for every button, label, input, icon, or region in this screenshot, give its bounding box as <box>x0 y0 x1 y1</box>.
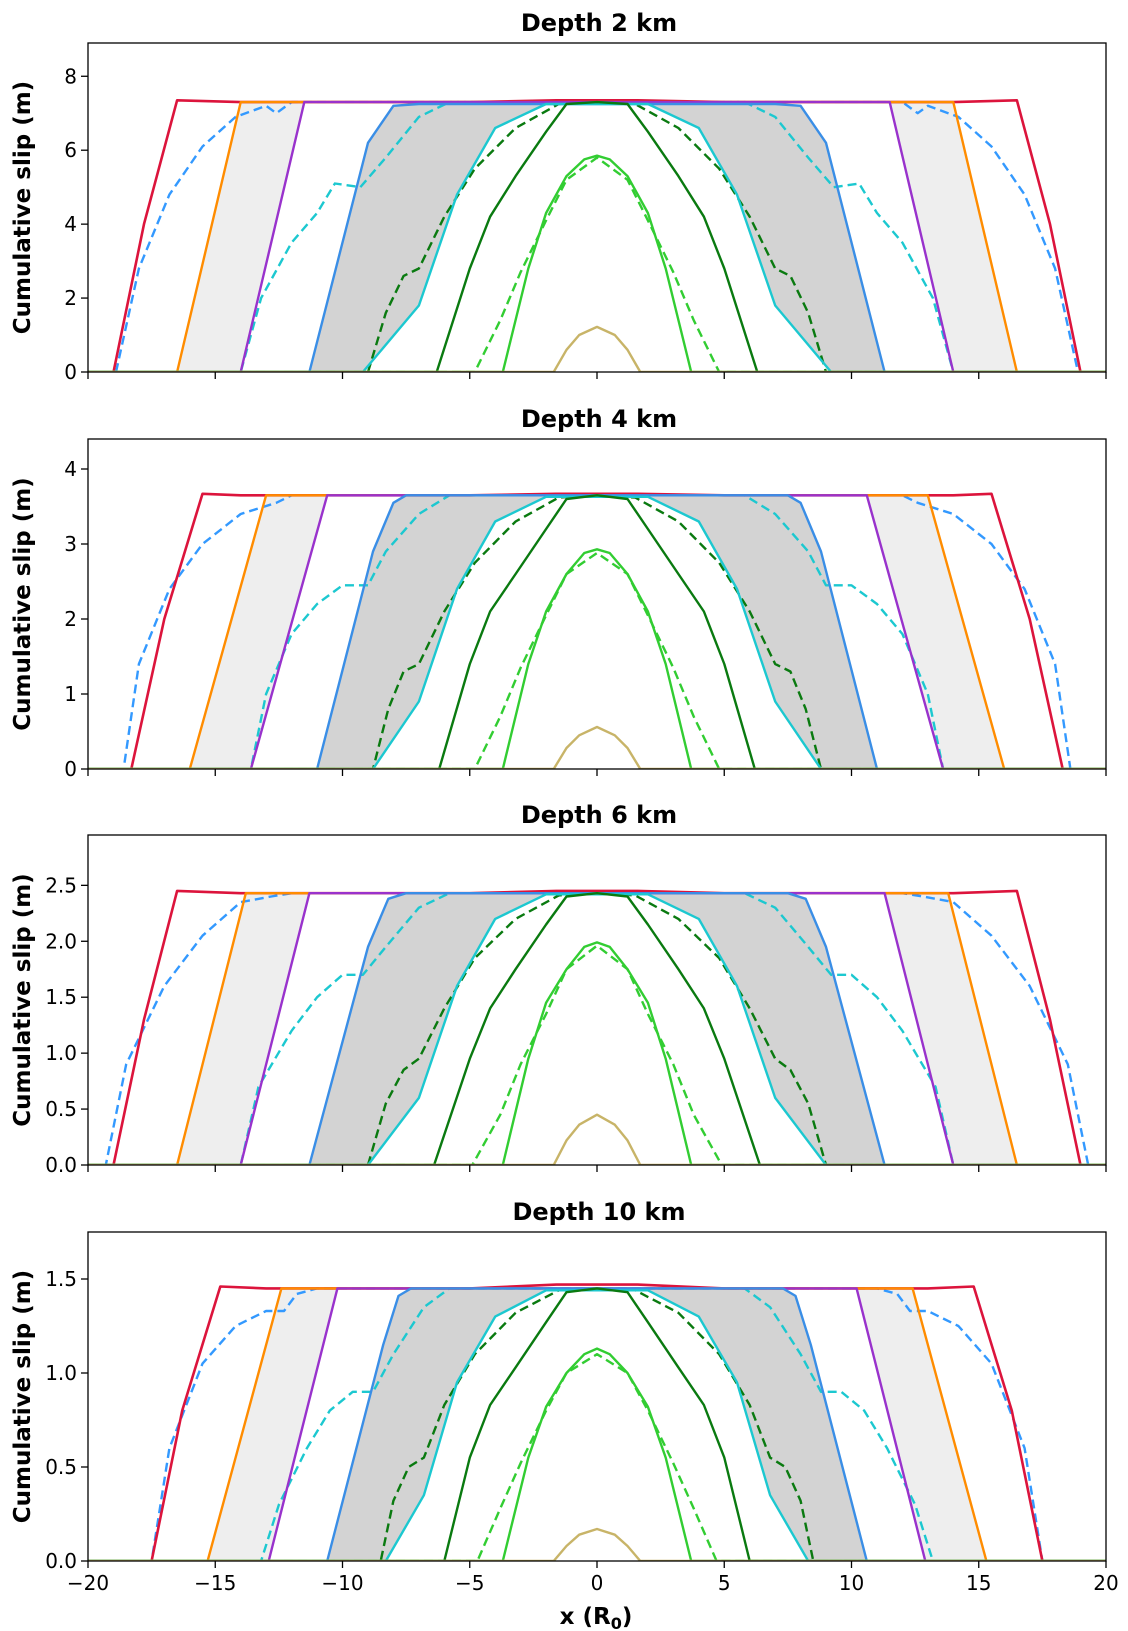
x-tick-label: −10 <box>321 1571 363 1595</box>
x-tick-label: −15 <box>194 1571 236 1595</box>
y-tick-label: 2.0 <box>45 929 77 953</box>
y-tick-label: 8 <box>64 64 77 88</box>
series-line-green-dashed <box>88 1353 1106 1561</box>
y-tick-label: 4 <box>64 457 77 481</box>
x-tick-label: 20 <box>1093 1571 1118 1595</box>
plot-area <box>88 1283 1106 1561</box>
series-line-cyan-solid <box>88 102 1106 372</box>
series-line-cyan-dashed <box>88 1287 1106 1561</box>
y-tick-label: 2 <box>64 286 77 310</box>
series-line-red-solid <box>88 492 1106 769</box>
fill-region-1 <box>88 893 1106 1165</box>
plot-area <box>88 99 1106 372</box>
series-line-green-solid <box>88 548 1106 769</box>
x-tick-label: 5 <box>718 1571 731 1595</box>
fill-region-1 <box>88 102 1106 372</box>
series-line-green-solid <box>88 941 1106 1165</box>
series-line-red-solid <box>88 1283 1106 1561</box>
series-line-green-solid <box>88 154 1106 372</box>
panel-title: Depth 4 km <box>521 405 677 433</box>
series-line-cyan-solid <box>88 1289 1106 1561</box>
x-axis-label-close: ) <box>622 1604 633 1630</box>
y-axis-label: Cumulative slip (m) <box>10 477 36 730</box>
panel-3: 0.0 0.5 1.0 1.5 2.0 2.5 Depth 6 km Cumulative s… <box>10 801 1107 1177</box>
x-tick-label: −5 <box>455 1571 484 1595</box>
y-tick-label: 3 <box>64 532 77 556</box>
panels-layer: 0 2 4 6 8 Depth 2 km Cumulative slip (m) 0 1 2 3 4 D… <box>10 9 1119 1595</box>
y-tick-label: 1.0 <box>45 1361 77 1385</box>
y-tick-label: 4 <box>64 212 77 236</box>
plot-area <box>88 889 1106 1165</box>
series-line-cyan-solid <box>88 495 1106 769</box>
panel-title: Depth 6 km <box>521 801 677 829</box>
x-tick-label: 15 <box>966 1571 991 1595</box>
y-tick-label: 0.5 <box>45 1455 77 1479</box>
panel-2: 0 1 2 3 4 Depth 4 km Cumulative slip (m) <box>10 405 1107 781</box>
panel-4: −20 −15 −10 −5 0 5 10 15 20 0.0 0.5 1.0 1.5 Depth 10 … <box>10 1198 1119 1595</box>
panel-title: Depth 10 km <box>512 1198 685 1226</box>
series-line-dark_green-solid <box>88 892 1106 1165</box>
y-tick-label: 2 <box>64 607 77 631</box>
series-line-tan-solid <box>88 1113 1106 1165</box>
series-line-tan-solid <box>88 325 1106 372</box>
x-tick-label: 0 <box>591 1571 604 1595</box>
series-line-green-dashed <box>88 944 1106 1165</box>
y-tick-label: 0.0 <box>45 1153 77 1177</box>
series-line-green-dashed <box>88 551 1106 769</box>
y-tick-label: 0 <box>64 360 77 384</box>
y-tick-label: 2.5 <box>45 873 77 897</box>
x-axis-label: x (R0) <box>560 1604 633 1631</box>
y-axis-label: Cumulative slip (m) <box>10 1270 36 1523</box>
y-tick-label: 1.0 <box>45 1041 77 1065</box>
panel-1: 0 2 4 6 8 Depth 2 km Cumulative slip (m) <box>10 9 1107 384</box>
y-tick-label: 1 <box>64 682 77 706</box>
series-line-red-solid <box>88 99 1106 372</box>
x-axis-label-subscript: 0 <box>611 1614 622 1631</box>
y-tick-label: 6 <box>64 138 77 162</box>
fill-region-2 <box>88 893 1106 1165</box>
x-tick-label: 10 <box>839 1571 864 1595</box>
panel-title: Depth 2 km <box>521 9 677 37</box>
series-line-dark_green-solid <box>88 494 1106 769</box>
fill-region-2 <box>88 104 1106 372</box>
series-line-red-solid <box>88 889 1106 1165</box>
y-tick-label: 0.5 <box>45 1097 77 1121</box>
y-tick-label: 1.5 <box>45 985 77 1009</box>
y-tick-label: 0.0 <box>45 1549 77 1573</box>
series-line-tan-solid <box>88 1527 1106 1561</box>
x-tick-label: −20 <box>67 1571 109 1595</box>
y-axis-label: Cumulative slip (m) <box>10 81 36 334</box>
y-tick-label: 0 <box>64 757 77 781</box>
series-line-dark_green-solid <box>88 100 1106 372</box>
series-line-green-solid <box>88 1347 1106 1561</box>
y-tick-label: 1.5 <box>45 1267 77 1291</box>
fill-region-2 <box>88 495 1106 769</box>
series-line-green-dashed <box>88 156 1106 372</box>
series-line-tan-solid <box>88 725 1106 769</box>
fill-region-1 <box>88 1288 1106 1561</box>
y-axis-label: Cumulative slip (m) <box>10 873 36 1126</box>
plot-area <box>88 492 1106 769</box>
series-line-dark_green-solid <box>88 1287 1106 1561</box>
